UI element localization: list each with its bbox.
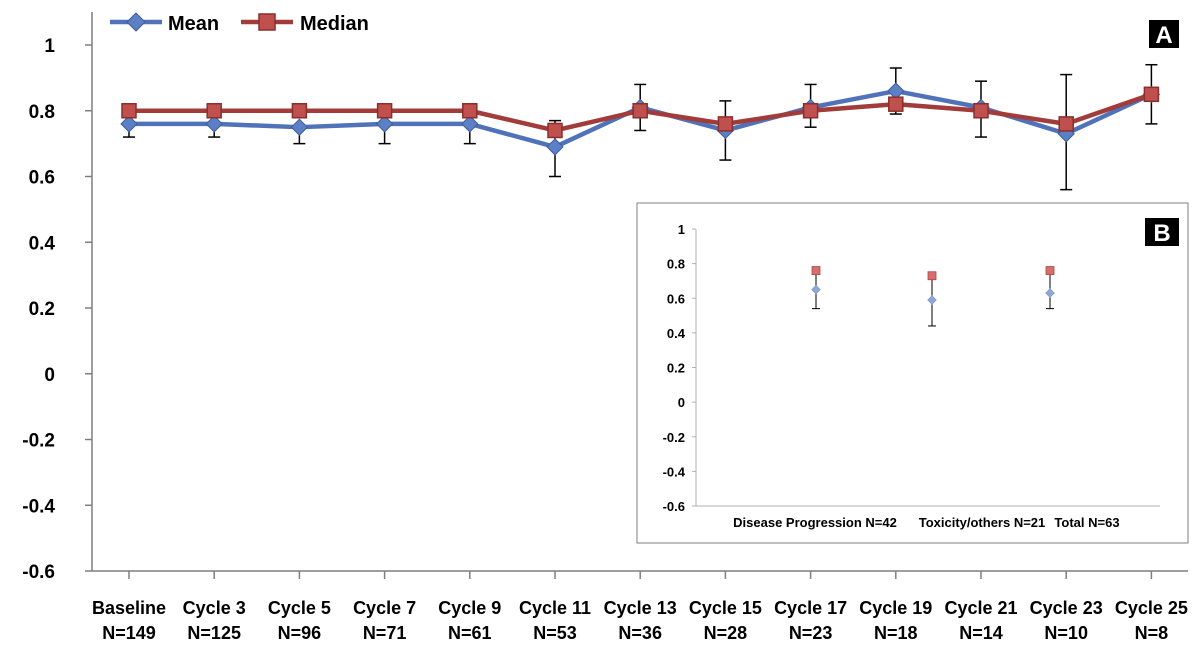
panel-a-median-marker — [1058, 116, 1074, 132]
panel-a-median-marker — [802, 103, 819, 119]
panel-b-y-tick-label: 1 — [678, 222, 685, 237]
panel-a-x-tick-n-label: N=149 — [102, 623, 156, 643]
panel-a-median-marker — [547, 122, 563, 139]
legend-mean-marker — [126, 12, 146, 32]
panel-b-y-tick-label: -0.6 — [663, 499, 685, 514]
panel-a-x-tick-label: Cycle 13 — [604, 598, 677, 618]
panel-a-median-marker — [717, 116, 734, 132]
panel-a-median-marker — [973, 103, 989, 119]
panel-a-x-ticks: Baseline N=149 Cycle 3 N=125 Cycle 5 N=96 Cycl… — [92, 571, 1188, 643]
panel-a-x-tick-label: Cycle 3 — [183, 598, 246, 618]
panel-a-x-tick-label: Cycle 11 — [519, 598, 591, 618]
panel-a-median-marker — [291, 103, 308, 119]
panel-a-y-tick-label: 1 — [44, 36, 55, 57]
panel-a-x-tick-label: Cycle 15 — [689, 598, 762, 618]
panel-a-median-marker — [632, 103, 648, 119]
legend-median-marker — [258, 13, 276, 31]
panel-b-markers — [811, 266, 1055, 305]
panel-a-median-marker — [206, 103, 222, 119]
panel-a-y-tick-label: 0.2 — [29, 299, 55, 320]
panel-a-x-tick-label: Cycle 19 — [859, 598, 932, 618]
panel-a-x-tick-n-label: N=36 — [618, 623, 662, 643]
panel-b-mean-marker — [811, 284, 821, 295]
panel-b-y-tick-label: 0.2 — [667, 361, 685, 376]
panel-b-inset: B — [636, 202, 1189, 544]
panel-a-median-marker — [376, 103, 393, 119]
panel-a-x-tick-label: Baseline — [92, 598, 166, 618]
panel-a-x-tick-n-label: N=23 — [789, 623, 833, 643]
panel-a-x-tick-label: Cycle 9 — [438, 598, 501, 618]
panel-b-y-tick-label: 0.8 — [667, 257, 685, 272]
panel-a-y-tick-label: 0.8 — [29, 102, 55, 123]
panel-a-median-marker — [888, 96, 904, 112]
panel-a-y-tick-label: -0.6 — [22, 562, 55, 583]
legend-median-label: Median — [300, 13, 369, 35]
panel-b-mean-marker — [927, 295, 937, 305]
legend-mean-label: Mean — [168, 13, 219, 35]
panel-a-median-marker — [1143, 86, 1160, 103]
panel-a-x-tick-label: Cycle 7 — [353, 598, 416, 618]
panel-a-y-tick-label: 0.4 — [29, 233, 56, 254]
panel-a-x-tick-n-label: N=53 — [533, 623, 577, 643]
panel-a-x-tick-n-label: N=125 — [187, 623, 241, 643]
panel-b-y-tick-label: 0 — [678, 395, 685, 410]
panel-b-x-tick-label: Toxicity/others N=21 — [919, 515, 1046, 530]
panel-a-mean-marker — [290, 118, 309, 136]
panel-b-y-tick-label: 0.4 — [667, 326, 686, 341]
panel-a-y-tick-label: -0.2 — [22, 431, 55, 452]
panel-a-label-text: A — [1155, 22, 1172, 49]
panel-a-x-tick-n-label: N=71 — [363, 623, 407, 643]
panel-b-y-tick-label: 0.6 — [667, 291, 685, 306]
panel-b-y-tick-label: -0.4 — [663, 464, 686, 479]
panel-a-x-tick-n-label: N=96 — [278, 623, 322, 643]
panel-a-label-box — [1149, 20, 1179, 48]
panel-a-x-tick-label: Cycle 23 — [1030, 598, 1103, 618]
panel-b-median-marker — [811, 266, 821, 275]
panel-a-mean-marker — [375, 115, 394, 133]
panel-b-frame — [636, 202, 1189, 544]
panel-a-x-tick-label: Cycle 25 — [1115, 598, 1188, 618]
panel-a-mean-marker — [461, 115, 479, 133]
panel-a-y-tick-label: 0.6 — [29, 168, 55, 189]
panel-a-mean-marker — [546, 138, 564, 156]
panel-a-mean-marker — [120, 115, 138, 133]
panel-a-mean-marker — [205, 115, 223, 133]
panel-a-x-tick-n-label: N=10 — [1044, 623, 1088, 643]
panel-a-x-tick-label: Cycle 21 — [944, 598, 1017, 618]
panel-a-median-marker — [462, 103, 478, 119]
panel-a-x-tick-label: Cycle 17 — [774, 598, 847, 618]
panel-b-label-box — [1145, 218, 1179, 246]
panel-b-median-marker — [1045, 266, 1055, 275]
panel-b-x-ticks: Disease Progression N=42 Toxicity/others … — [733, 515, 1119, 530]
panel-b-y-ticks: 1 0.8 0.6 0.4 0.2 0 -0.2 -0.4 -0.6 — [663, 222, 696, 514]
panel-b-y-tick-label: -0.2 — [663, 430, 685, 445]
panel-a-x-tick-n-label: N=8 — [1135, 623, 1169, 643]
panel-a-y-tick-label: -0.4 — [22, 496, 55, 517]
panel-b-x-tick-label: Total N=63 — [1054, 515, 1119, 530]
panel-b-label-text: B — [1153, 220, 1170, 247]
panel-a-median-marker — [121, 103, 137, 119]
panel-a-y-tick-label: 0 — [44, 365, 55, 386]
panel-a-label: A — [1149, 20, 1179, 49]
legend: Mean Median — [110, 12, 369, 35]
panel-a-y-ticks: 1 0.8 0.6 0.4 0.2 0 -0.2 -0.4 -0.6 — [22, 36, 92, 583]
panel-b-mean-marker — [1045, 288, 1055, 298]
panel-b-x-tick-label: Disease Progression N=42 — [733, 515, 897, 530]
panel-a-x-tick-n-label: N=14 — [959, 623, 1003, 643]
panel-b-median-marker — [927, 271, 937, 281]
panel-a-x-tick-label: Cycle 5 — [268, 598, 331, 618]
panel-a-markers — [120, 82, 1161, 156]
panel-a-x-tick-n-label: N=61 — [448, 623, 492, 643]
panel-a-x-tick-n-label: N=28 — [704, 623, 748, 643]
panel-a-x-tick-n-label: N=18 — [874, 623, 918, 643]
